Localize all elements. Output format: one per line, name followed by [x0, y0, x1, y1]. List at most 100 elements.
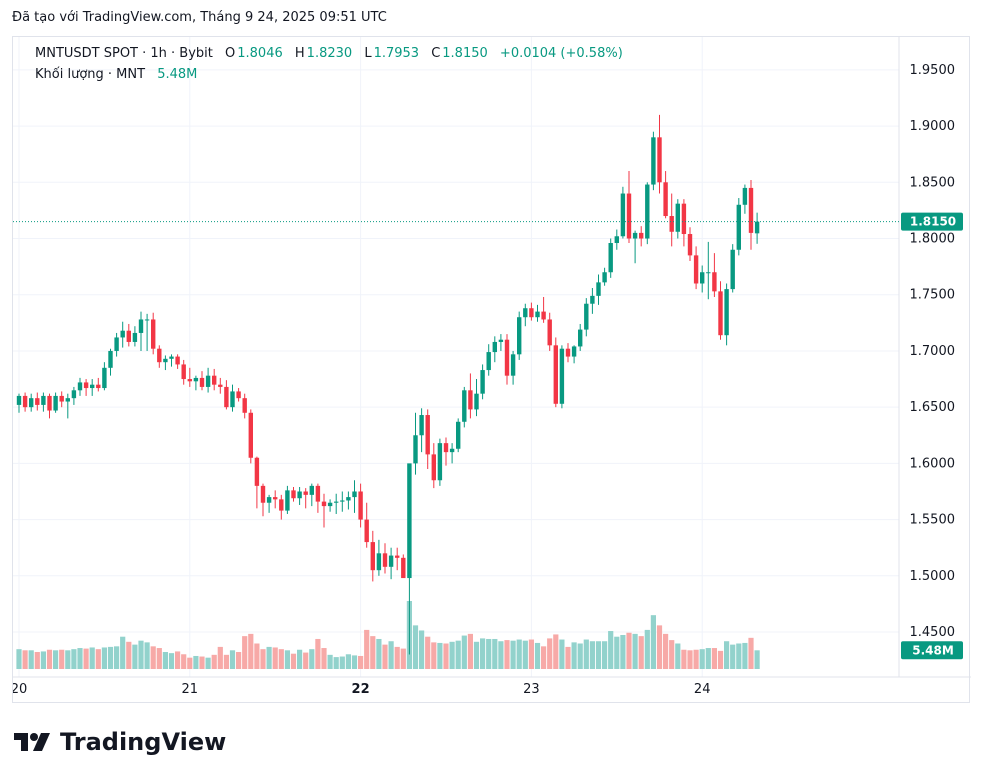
tradingview-logo[interactable]: TradingView [14, 728, 226, 756]
candle-body [248, 412, 253, 458]
candle-body [706, 272, 711, 274]
volume-bar [89, 647, 95, 669]
volume-bar [589, 641, 595, 669]
volume-bar [65, 650, 71, 669]
volume-bar [303, 652, 309, 669]
volume-bar [492, 638, 498, 669]
candle-body [724, 289, 729, 336]
candle-body [419, 415, 424, 436]
grid-lines [13, 37, 971, 678]
price-axis: 1.9500 1.9000 1.8500 1.8000 1.7500 1.7000 1.65… [910, 63, 956, 640]
volume-bar [650, 615, 656, 669]
volume-bar [59, 649, 65, 669]
volume-bar [626, 632, 632, 669]
candle-body [212, 375, 217, 385]
volume-bar [455, 640, 461, 669]
candle-body [693, 255, 699, 284]
candle-body [748, 187, 754, 233]
price-tick-label: 1.8500 [910, 175, 956, 190]
volume-bar [724, 641, 730, 669]
volume-bar [443, 643, 449, 669]
candle-body [523, 308, 528, 318]
volume-bar [669, 640, 675, 669]
candle-body [651, 137, 656, 185]
volume-bar [126, 641, 132, 669]
close-value: 1.8150 [442, 46, 488, 61]
candle-body [175, 356, 180, 365]
volume-bar [705, 648, 711, 669]
candle-body [358, 491, 363, 520]
candle-body [236, 391, 241, 399]
price-tick-label: 1.6000 [910, 456, 956, 471]
change-value: +0.0104 (+0.58%) [499, 46, 623, 61]
volume-bar [541, 646, 547, 669]
candle-body [132, 332, 138, 342]
volume-bar [461, 635, 467, 669]
candle-body [730, 249, 735, 290]
volume-bar [663, 633, 669, 669]
volume-bar [486, 638, 492, 669]
volume-bar [101, 647, 107, 669]
volume-bar [181, 654, 187, 669]
volume-bar [400, 648, 406, 669]
candle-body [675, 203, 680, 232]
volume-bar [272, 647, 278, 669]
volume-bar [34, 652, 40, 669]
candlestick-chart[interactable]: 1.9500 1.9000 1.8500 1.8000 1.7500 1.7000 1.65… [13, 37, 971, 704]
volume-bar [205, 657, 211, 669]
candle-body [492, 341, 497, 353]
volume-bar [644, 629, 650, 669]
candle-body [181, 364, 186, 380]
brand-name: TradingView [60, 728, 227, 756]
candle-body [596, 282, 601, 296]
open-label: O [225, 46, 236, 61]
volume-bar [571, 642, 577, 669]
volume-bar [248, 633, 254, 669]
volume-bar [376, 638, 382, 669]
candle-body [437, 443, 443, 481]
candle-body [230, 391, 235, 408]
volume-bar [437, 642, 443, 669]
volume-bar [138, 640, 144, 669]
time-tick-label: 23 [523, 682, 540, 697]
volume-bar [254, 643, 260, 669]
volume-bar [144, 642, 150, 669]
candle-body [303, 491, 308, 495]
candle-body [456, 421, 461, 449]
candle-body [224, 386, 229, 408]
volume-bar [687, 650, 693, 669]
candle-body [242, 398, 247, 413]
volume-bar [717, 650, 724, 669]
volume-bar [83, 648, 89, 669]
symbol-label[interactable]: MNTUSDT SPOT · 1h · Bybit [35, 46, 213, 61]
price-tick-label: 1.7500 [910, 288, 956, 303]
candle-body [645, 184, 650, 239]
volume-bar [327, 654, 333, 669]
volume-bar [16, 649, 22, 669]
candle-body [163, 358, 168, 363]
candle-body [449, 448, 455, 453]
candle-body [632, 232, 638, 239]
volume-bar [193, 655, 199, 669]
candles [16, 114, 760, 655]
price-tick-label: 1.6500 [910, 400, 956, 415]
candle-body [327, 502, 333, 507]
candle-body [297, 491, 302, 499]
candle-body [510, 354, 516, 376]
volume-bar [675, 643, 681, 669]
candle-body [626, 193, 632, 239]
volume-bar [266, 646, 272, 669]
volume-bar [236, 652, 242, 669]
candle-body [285, 490, 290, 511]
volume-bar [565, 646, 571, 669]
last-volume-badge: 5.48M [901, 641, 963, 660]
candle-body [413, 435, 418, 464]
created-note: Đã tạo với TradingView.com, Tháng 9 24, … [12, 10, 387, 25]
candle-body [718, 291, 723, 336]
volume-bar [449, 641, 455, 669]
volume-value: 5.48M [157, 67, 198, 82]
candle-body [346, 497, 351, 501]
volume-bar [217, 646, 223, 669]
volume-label[interactable]: Khối lượng · MNT [35, 67, 146, 82]
candle-body [315, 485, 321, 502]
